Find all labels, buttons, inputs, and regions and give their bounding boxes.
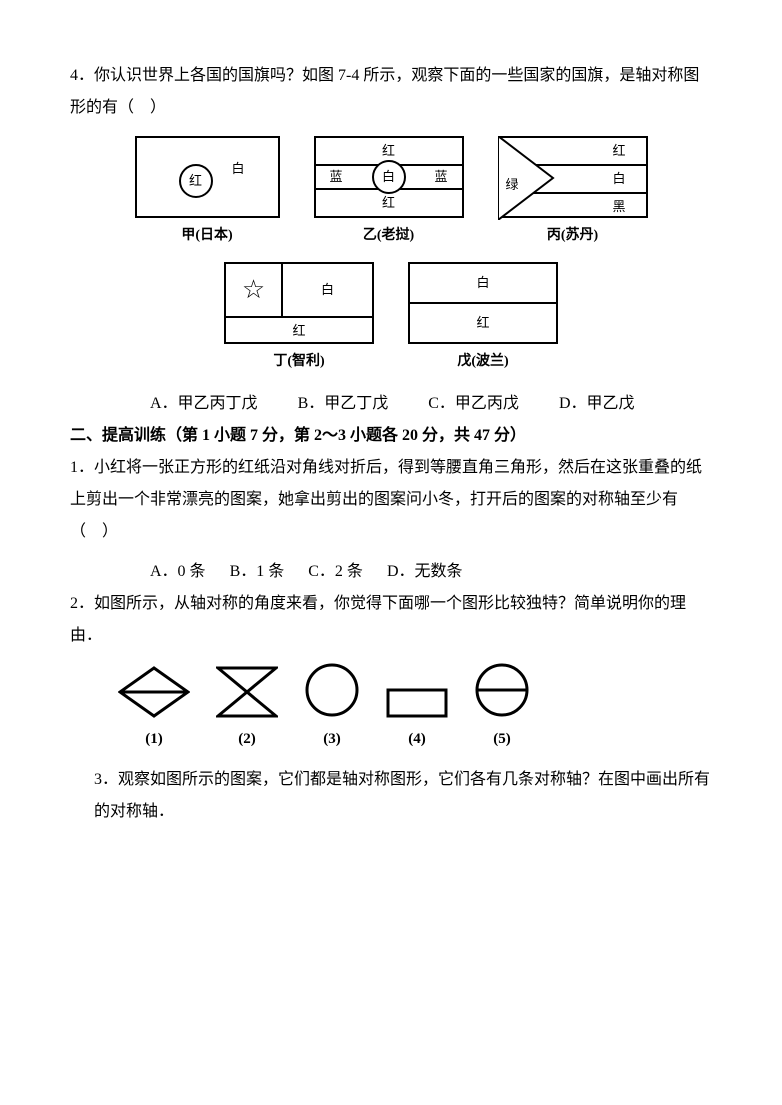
shape-2: (2)	[216, 666, 278, 754]
flag-japan-box: 红 白	[135, 136, 280, 218]
q4-opt-b[interactable]: B．甲乙丁戊	[298, 388, 389, 420]
shape-4-label: (4)	[408, 724, 426, 754]
flag-laos: 红 蓝 白 蓝 红 乙(老挝)	[314, 136, 464, 250]
s2q1-opt-c[interactable]: C．2 条	[308, 556, 363, 588]
sudan-caption: 丙(苏丹)	[547, 222, 598, 250]
q4-opt-d[interactable]: D．甲乙戊	[559, 388, 635, 420]
circle-diameter-icon	[474, 662, 530, 718]
flag-chile: ☆ 白 红 丁(智利)	[224, 262, 374, 376]
poland-white: 白	[410, 264, 556, 304]
q4-opt-a[interactable]: A．甲乙丙丁戊	[150, 388, 258, 420]
s2q1-text: 小红将一张正方形的红纸沿对角线对折后，得到等腰直角三角形，然后在这张重叠的纸上剪…	[70, 459, 702, 540]
laos-mid: 蓝 白 蓝	[316, 166, 462, 190]
flags-row-2: ☆ 白 红 丁(智利) 白 红 戊(波兰)	[70, 262, 712, 376]
s2-q1: 1．小红将一张正方形的红纸沿对角线对折后，得到等腰直角三角形，然后在这张重叠的纸…	[70, 452, 712, 548]
shape-4: (4)	[386, 688, 448, 754]
s2q1-number: 1．	[70, 459, 94, 476]
shape-1: (1)	[118, 666, 190, 754]
chile-red: 红	[226, 318, 372, 344]
laos-circle: 白	[372, 160, 406, 194]
shape-1-label: (1)	[145, 724, 163, 754]
q4-text: 你认识世界上各国的国旗吗？如图 7-4 所示，观察下面的一些国家的国旗，是轴对称…	[70, 67, 699, 116]
s2q2-number: 2．	[70, 595, 94, 612]
shape-3: (3)	[304, 662, 360, 754]
laos-blue-r: 蓝	[434, 164, 447, 190]
s2-q2: 2．如图所示，从轴对称的角度来看，你觉得下面哪一个图形比较独特？简单说明你的理由…	[70, 588, 712, 652]
circle-icon	[304, 662, 360, 718]
flag-poland-box: 白 红	[408, 262, 558, 344]
flags-row-1: 红 白 甲(日本) 红 蓝 白 蓝 红 乙(老挝) 红 白 黑 绿	[70, 136, 712, 250]
japan-circle: 红	[179, 164, 213, 198]
s2q2-text: 如图所示，从轴对称的角度来看，你觉得下面哪一个图形比较独特？简单说明你的理由．	[70, 595, 686, 644]
flag-japan: 红 白 甲(日本)	[135, 136, 280, 250]
s2q3-text: 观察如图所示的图案，它们都是轴对称图形，它们各有几条对称轴？在图中画出所有的对称…	[94, 771, 710, 820]
s2q1-opt-b[interactable]: B．1 条	[230, 556, 285, 588]
japan-caption: 甲(日本)	[181, 222, 232, 250]
laos-caption: 乙(老挝)	[363, 222, 414, 250]
section-2-heading: 二、提高训练（第 1 小题 7 分，第 2～3 小题各 20 分，共 47 分）	[70, 420, 712, 452]
hourglass-icon	[216, 666, 278, 718]
shape-3-label: (3)	[323, 724, 341, 754]
q4-opt-c[interactable]: C．甲乙丙戊	[428, 388, 519, 420]
flag-laos-box: 红 蓝 白 蓝 红	[314, 136, 464, 218]
s2-q3: 3．观察如图所示的图案，它们都是轴对称图形，它们各有几条对称轴？在图中画出所有的…	[70, 764, 712, 828]
flag-sudan: 红 白 黑 绿 丙(苏丹)	[498, 136, 648, 250]
s2q3-number: 3．	[94, 771, 118, 788]
poland-caption: 戊(波兰)	[457, 348, 508, 376]
shapes-row: (1) (2) (3) (4) (5)	[118, 662, 712, 754]
chile-caption: 丁(智利)	[273, 348, 324, 376]
chile-top: ☆ 白	[226, 264, 372, 318]
rectangle-icon	[386, 688, 448, 718]
s2q1-opt-a[interactable]: A．0 条	[150, 556, 206, 588]
poland-red: 红	[410, 304, 556, 342]
sudan-green-label: 绿	[506, 172, 519, 198]
shape-5: (5)	[474, 662, 530, 754]
flag-chile-box: ☆ 白 红	[224, 262, 374, 344]
japan-white-label: 白	[232, 156, 245, 182]
q4-number: 4．	[70, 67, 94, 84]
shape-5-label: (5)	[493, 724, 511, 754]
laos-blue-l: 蓝	[330, 164, 343, 190]
s2q1-opt-d[interactable]: D．无数条	[387, 556, 463, 588]
chile-star: ☆	[226, 264, 283, 316]
shape-2-label: (2)	[238, 724, 256, 754]
s2q1-options: A．0 条 B．1 条 C．2 条 D．无数条	[70, 556, 712, 588]
question-4: 4．你认识世界上各国的国旗吗？如图 7-4 所示，观察下面的一些国家的国旗，是轴…	[70, 60, 712, 124]
chile-white: 白	[283, 264, 372, 316]
flag-sudan-box: 红 白 黑 绿	[498, 136, 648, 218]
rhombus-in-rhombus-icon	[118, 666, 190, 718]
flag-poland: 白 红 戊(波兰)	[408, 262, 558, 376]
q4-options: A．甲乙丙丁戊 B．甲乙丁戊 C．甲乙丙戊 D．甲乙戊	[70, 388, 712, 420]
